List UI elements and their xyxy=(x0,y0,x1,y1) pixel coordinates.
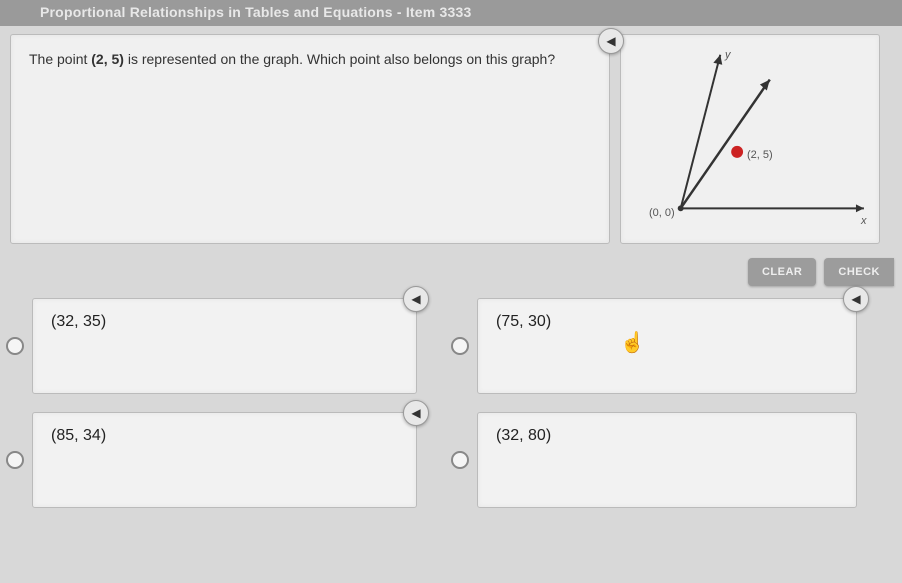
answer-card-b[interactable]: (75, 30) ◀ xyxy=(477,298,857,394)
point-marker xyxy=(731,146,743,158)
x-axis-label: x xyxy=(861,215,867,227)
speaker-icon: ◀ xyxy=(606,34,615,48)
audio-a-button[interactable]: ◀ xyxy=(403,286,429,312)
page-header: Proportional Relationships in Tables and… xyxy=(0,0,902,26)
radio-a[interactable] xyxy=(6,337,24,355)
radio-d[interactable] xyxy=(451,451,469,469)
y-axis-arrow xyxy=(713,55,722,65)
radio-c[interactable] xyxy=(6,451,24,469)
answer-a-label: (32, 35) xyxy=(51,313,106,330)
check-button[interactable]: CHECK xyxy=(824,258,894,286)
question-text: The point (2, 5) is represented on the g… xyxy=(29,49,591,70)
cursor-hand-icon: ☝ xyxy=(620,330,645,355)
proportional-line xyxy=(681,80,770,209)
q-point: (2, 5) xyxy=(91,51,124,67)
answer-card-c[interactable]: (85, 34) ◀ xyxy=(32,412,417,508)
question-card: The point (2, 5) is represented on the g… xyxy=(10,34,610,244)
speaker-icon: ◀ xyxy=(851,292,860,306)
origin-marker xyxy=(678,205,684,211)
answer-card-a[interactable]: (32, 35) ◀ xyxy=(32,298,417,394)
answer-d-label: (32, 80) xyxy=(496,427,551,444)
audio-question-button[interactable]: ◀ xyxy=(598,28,624,54)
answer-c-label: (85, 34) xyxy=(51,427,106,444)
answer-b-label: (75, 30) xyxy=(496,313,551,330)
header-title: Proportional Relationships in Tables and… xyxy=(40,4,471,20)
answer-row-2: (85, 34) ◀ (32, 80) xyxy=(6,412,902,508)
audio-b-button[interactable]: ◀ xyxy=(843,286,869,312)
y-axis-label: y xyxy=(725,49,731,61)
speaker-icon: ◀ xyxy=(411,292,420,306)
radio-b[interactable] xyxy=(451,337,469,355)
speaker-icon: ◀ xyxy=(411,406,420,420)
q-part2: is represented on the graph. Which point… xyxy=(124,51,555,67)
question-row: The point (2, 5) is represented on the g… xyxy=(0,26,902,252)
q-part1: The point xyxy=(29,51,91,67)
origin-label: (0, 0) xyxy=(649,207,675,219)
y-axis xyxy=(681,55,721,209)
graph-card: (0, 0) (2, 5) y x xyxy=(620,34,880,244)
answer-card-d[interactable]: (32, 80) xyxy=(477,412,857,508)
action-row: CLEAR CHECK xyxy=(0,252,902,292)
audio-c-button[interactable]: ◀ xyxy=(403,400,429,426)
point-label: (2, 5) xyxy=(747,149,773,161)
answers-grid: (32, 35) ◀ (75, 30) ◀ (85, 34) ◀ (32, 80… xyxy=(0,292,902,508)
answer-row-1: (32, 35) ◀ (75, 30) ◀ xyxy=(6,298,902,394)
x-axis-arrow xyxy=(856,204,864,212)
clear-button[interactable]: CLEAR xyxy=(748,258,816,286)
